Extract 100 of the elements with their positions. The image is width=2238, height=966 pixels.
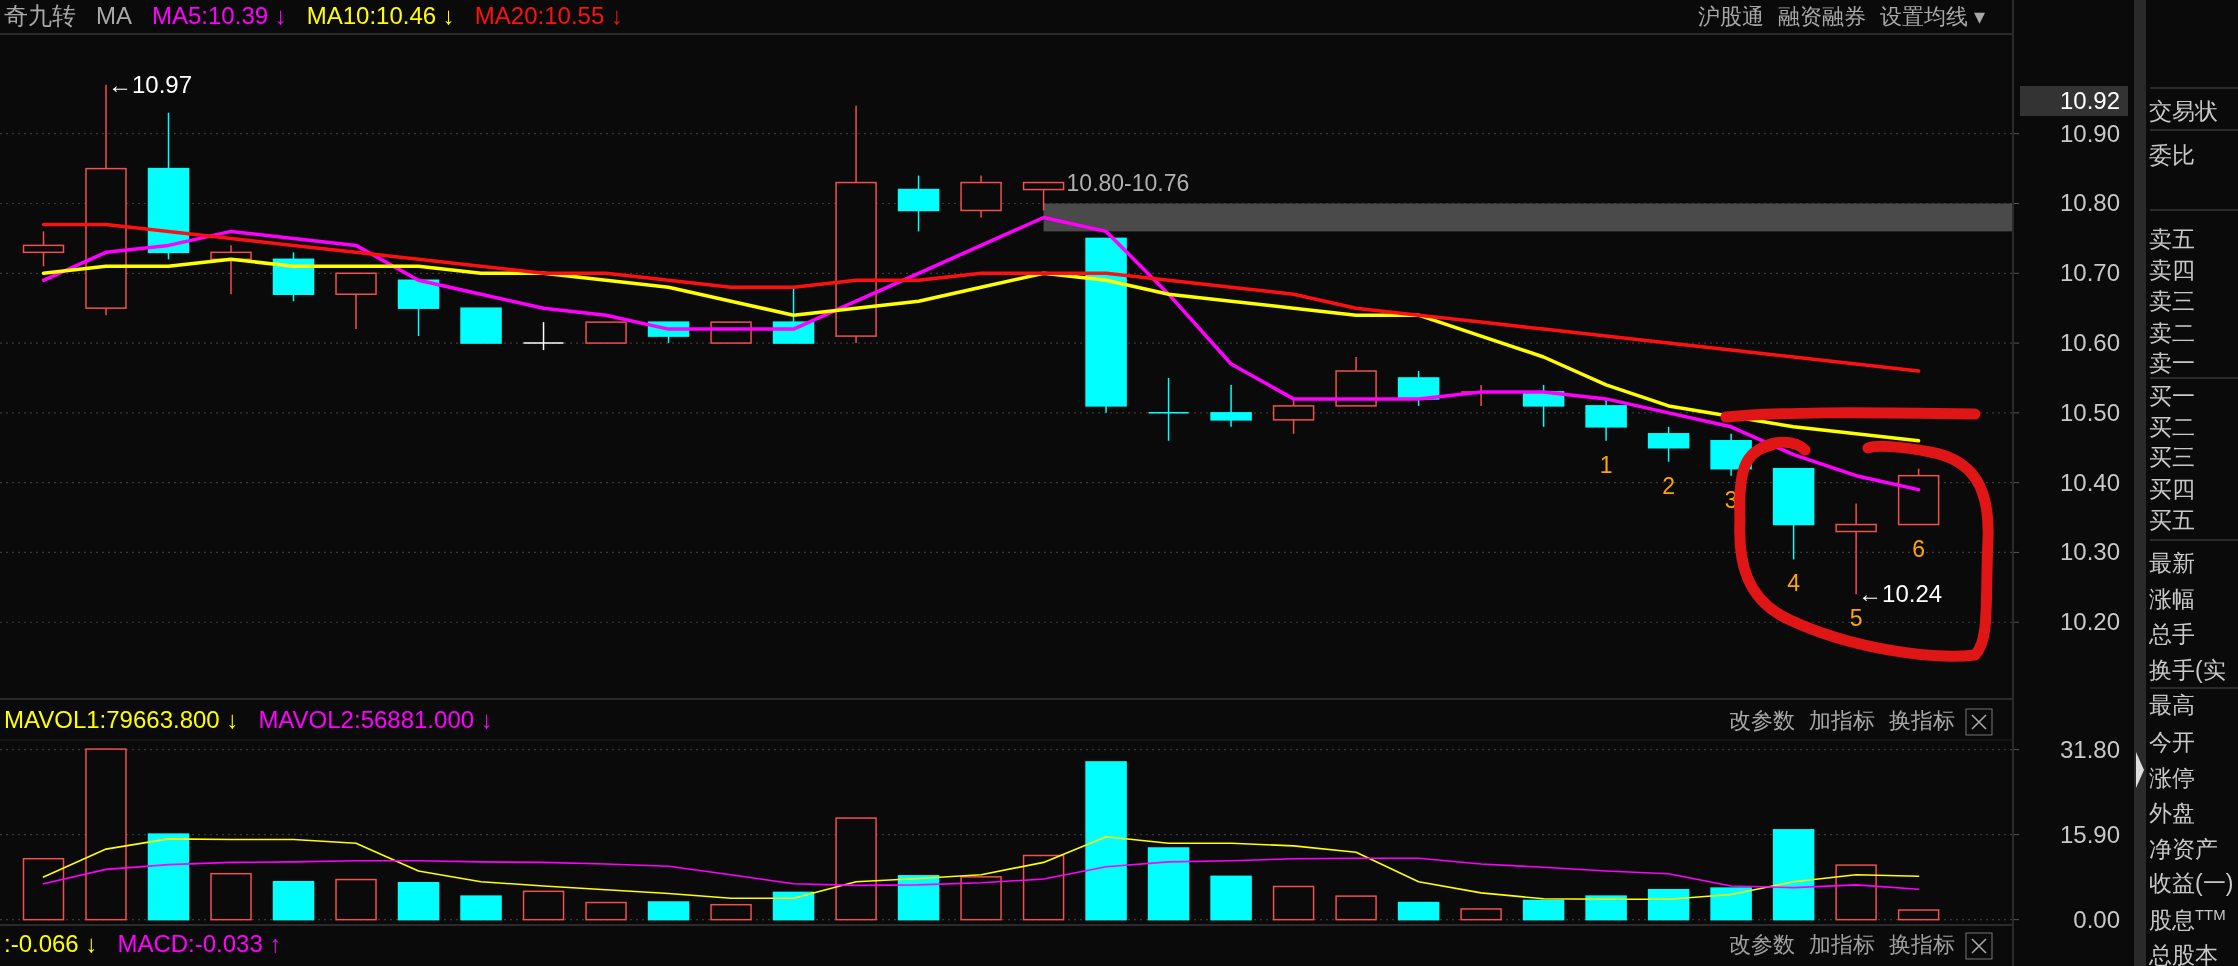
bar <box>147 833 190 921</box>
bar <box>772 891 815 921</box>
bar <box>647 901 690 921</box>
text: :-0.066 ↓ <box>4 930 98 957</box>
bar <box>1397 901 1440 921</box>
y-tick-label: 10.70 <box>2059 259 2120 287</box>
text: 买二 <box>2149 414 2195 440</box>
text: 涨停 <box>2149 765 2195 791</box>
text: 买四 <box>2149 476 2195 502</box>
text: MAVOL1:79663.800 ↓ <box>4 706 239 733</box>
annotation: 4 <box>1787 570 1801 597</box>
bar <box>1835 864 1877 921</box>
bar <box>1710 887 1752 921</box>
bar <box>1335 895 1377 921</box>
bar <box>1272 885 1315 921</box>
text: MACD:-0.033 ↑ <box>117 930 282 957</box>
text: 买一 <box>2149 383 2195 409</box>
bar <box>585 901 627 921</box>
text: 卖二 <box>2149 320 2195 346</box>
band-label: 10.80-10.76 <box>1066 170 1190 197</box>
y-tick-label: 0.00 <box>2073 905 2120 933</box>
text: 换指标 <box>1889 932 1955 957</box>
text: 融资融券 <box>1777 4 1866 29</box>
text: 换手(实 <box>2149 657 2226 683</box>
text: 卖四 <box>2149 257 2195 283</box>
candlestick <box>22 230 65 268</box>
text: 外盘 <box>2149 800 2195 826</box>
chart-subtitle: MA <box>96 2 132 29</box>
y-tick-label: 10.90 <box>2059 119 2120 147</box>
annotation: 6 <box>1912 535 1926 562</box>
line-series <box>41 257 1921 443</box>
text: 交易状 <box>2149 98 2218 124</box>
annotation: 2 <box>1662 472 1675 499</box>
bar <box>1147 847 1190 921</box>
text: MA20:10.55 ↓ <box>474 2 623 29</box>
text: 卖一 <box>2149 350 2195 376</box>
text: 加指标 <box>1809 932 1875 957</box>
text: 买三 <box>2149 444 2195 470</box>
bar <box>1022 854 1065 921</box>
text: 沪股通 <box>1697 4 1764 29</box>
bar <box>522 890 565 921</box>
text: MAVOL2:56881.000 ↓ <box>258 706 493 733</box>
text: 改参数 <box>1729 932 1795 957</box>
candlestick <box>1147 377 1190 442</box>
text: 总手 <box>2148 621 2195 647</box>
bar <box>210 872 252 921</box>
text: 改参数 <box>1729 708 1795 733</box>
y-tick-label: 31.80 <box>2059 735 2120 763</box>
text: 加指标 <box>1809 708 1875 733</box>
text: 收益(一) <box>2149 870 2234 896</box>
annotation: ←10.24 <box>1858 580 1943 608</box>
text: 卖三 <box>2149 288 2195 314</box>
text: 卖五 <box>2149 226 2195 252</box>
bar <box>1772 829 1815 921</box>
bar <box>1460 908 1502 921</box>
text: 净资产 <box>2149 836 2218 862</box>
bar <box>1522 899 1565 921</box>
y-tick-label: 15.90 <box>2059 820 2120 848</box>
bar <box>1647 888 1690 921</box>
candlestick <box>522 321 565 351</box>
y-tick-label: 10.50 <box>2059 398 2120 426</box>
y-tick-label: 10.80 <box>2059 189 2120 217</box>
bar <box>960 876 1002 921</box>
text: 10.92 <box>2059 87 2120 114</box>
text: MA5:10.39 ↓ <box>152 2 287 29</box>
bar <box>710 903 752 921</box>
text: 买五 <box>2149 507 2195 533</box>
bar <box>1210 875 1252 921</box>
bar <box>1085 761 1127 921</box>
text: 股息$^{TTM}$ <box>2149 905 2226 933</box>
bar <box>835 817 877 921</box>
line-series <box>42 857 1920 890</box>
y-tick-label: 10.20 <box>2059 608 2120 636</box>
text: 设置均线 ▾ <box>1879 4 1985 29</box>
chart-title: 奇九转 <box>4 2 76 29</box>
text: 最新 <box>2149 550 2195 576</box>
line-series <box>42 836 1920 901</box>
text: MA10:10.46 ↓ <box>306 2 455 29</box>
bar <box>272 880 315 921</box>
y-tick-label: 10.60 <box>2059 329 2120 357</box>
bar <box>85 748 127 921</box>
bar <box>22 857 65 921</box>
bar <box>1897 909 1940 921</box>
y-tick-label: 10.40 <box>2059 468 2120 496</box>
bar <box>1585 895 1627 921</box>
bar <box>460 895 502 921</box>
text: 委比 <box>2149 142 2195 168</box>
text: 总股本 <box>2148 942 2218 966</box>
text: 今开 <box>2149 729 2195 755</box>
text: 涨幅 <box>2149 586 2195 612</box>
line-series <box>41 215 1921 492</box>
bar <box>335 878 377 921</box>
line-series <box>41 222 1921 373</box>
annotation: 5 <box>1849 605 1863 632</box>
bar <box>897 875 940 921</box>
bar <box>397 882 440 921</box>
annotation: 1 <box>1599 451 1613 478</box>
text: 最高 <box>2149 692 2195 718</box>
text: 换指标 <box>1889 708 1955 733</box>
y-tick-label: 10.30 <box>2059 538 2120 566</box>
